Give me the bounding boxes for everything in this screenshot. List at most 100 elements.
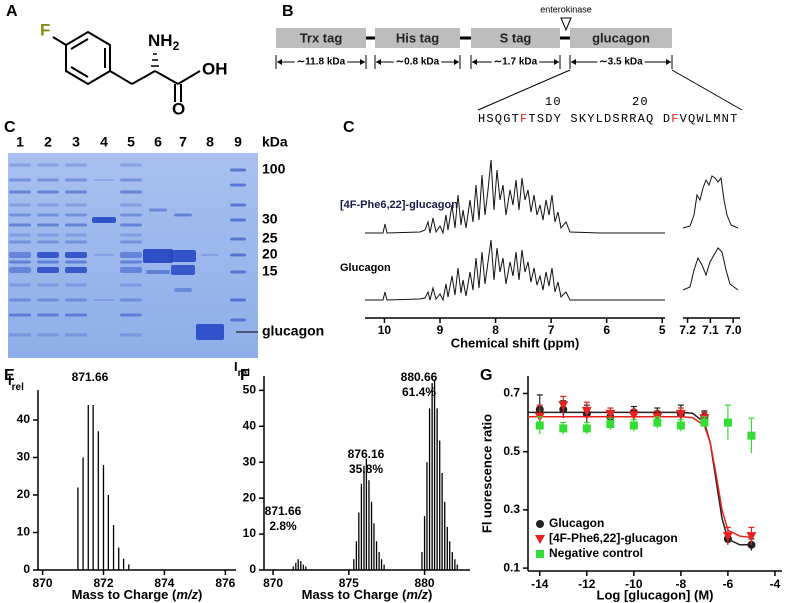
gel-band: [230, 203, 246, 207]
gel-band: [37, 223, 59, 227]
point: [535, 421, 544, 430]
gel-band: [37, 313, 59, 317]
gel-band: [94, 299, 114, 301]
gel-band: [120, 298, 142, 302]
gel-band: [230, 253, 246, 257]
atom-label: O: [172, 99, 185, 118]
legend-label: [4F-Phe6,22]-glucagon: [549, 531, 678, 545]
point: [676, 421, 685, 430]
tag-box: [570, 28, 672, 48]
lane-label: 3: [72, 134, 80, 150]
peak-annotation: 61.4%: [402, 385, 436, 399]
y-tick-label: 0: [249, 562, 256, 576]
x-tick-label: -12: [578, 577, 596, 591]
gel-product: glucagon: [262, 323, 324, 339]
x-tick-label: 872: [93, 576, 113, 590]
legend-marker: [536, 550, 544, 558]
x-tick-label: -10: [625, 577, 643, 591]
atom-label: F: [40, 20, 50, 39]
size-label: ∼0.8 kDa: [396, 57, 440, 68]
gel-band: [37, 283, 59, 287]
y-axis-label-part: I: [8, 373, 12, 388]
x-tick-label: 876: [215, 576, 235, 590]
y-tick-label: 30: [243, 454, 257, 468]
gel-band: [92, 217, 116, 223]
gel-band: [37, 163, 59, 167]
panel-label: A: [6, 3, 18, 20]
gel-band: [120, 178, 142, 182]
gel-band: [9, 298, 31, 302]
sequence-part: F: [671, 112, 679, 126]
tag-label: His tag: [396, 30, 439, 45]
gel-band: [37, 333, 59, 337]
atom-subscript: 2: [173, 39, 180, 53]
point: [559, 424, 568, 433]
gel-band: [174, 288, 192, 292]
arrow-head: [376, 59, 381, 65]
gel-band: [65, 163, 87, 167]
x-tick-label: 7: [548, 323, 555, 337]
tag-label: glucagon: [592, 30, 650, 45]
gel-band: [65, 178, 87, 182]
panel-label: B: [282, 3, 294, 20]
tag-label: Trx tag: [300, 30, 343, 45]
arrow-head: [360, 59, 365, 65]
tag-box: [276, 28, 366, 48]
sequence-number: 20: [632, 95, 649, 109]
sequence-part: HSQGT: [478, 112, 520, 126]
panel-label: F: [240, 367, 250, 384]
gel-band: [201, 254, 219, 256]
x-tick-label: 10: [378, 323, 392, 337]
arrow-head: [454, 59, 459, 65]
point: [746, 532, 757, 542]
gel-band: [120, 313, 142, 317]
arrow-head: [571, 59, 576, 65]
gel-band: [9, 203, 31, 207]
x-axis-label-part: Mass to Charge (: [72, 587, 177, 602]
point: [629, 421, 638, 430]
gel-band: [9, 213, 31, 217]
gel-band: [9, 283, 31, 287]
y-tick-label: 10: [243, 526, 257, 540]
x-tick-label: 880: [415, 576, 435, 590]
y-tick-label: 0.5: [503, 444, 520, 458]
lane-label: 6: [154, 134, 162, 150]
cleavage-marker: [560, 17, 572, 32]
arrow-head: [472, 59, 477, 65]
gel-band: [37, 267, 59, 273]
spectrum-label: Glucagon: [340, 262, 391, 274]
sequence: HSQGTFTSDY SKYLDSRRAQ DFVQWLMNT: [478, 112, 738, 126]
gel-band: [120, 267, 142, 273]
y-axis-label-part: I: [234, 359, 238, 374]
sequence-part: VQWLMNT: [680, 112, 739, 126]
gel-band: [65, 260, 87, 264]
panel-label: C: [4, 119, 16, 136]
marker-label: 15: [262, 263, 278, 279]
gel-band: [170, 250, 196, 262]
size-label: ∼1.7 kDa: [494, 57, 538, 68]
spectra: [365, 159, 739, 302]
peak-annotation: 871.66: [265, 504, 302, 518]
atom-label: NH2: [148, 31, 180, 53]
gel-band: [230, 298, 246, 302]
gel-band: [65, 298, 87, 302]
gel-band: [9, 223, 31, 227]
lane-label: 2: [44, 134, 52, 150]
gel-band: [230, 218, 246, 222]
gel-band: [65, 333, 87, 337]
gel-band: [120, 252, 142, 258]
gel-band: [9, 252, 31, 258]
y-tick-label: 40: [243, 418, 257, 432]
point: [653, 418, 662, 427]
x-tick-label: 875: [339, 576, 359, 590]
gel-band: [120, 213, 142, 217]
x-tick-label: 6: [603, 323, 610, 337]
legend-label: Glucagon: [549, 516, 604, 530]
spectrum-label: [4F-Phe6,22]-glucagon: [340, 199, 458, 211]
gel-band: [120, 283, 142, 287]
lane-label: 8: [206, 134, 214, 150]
peak-annotation: 880.66: [401, 370, 438, 384]
x-tick-label: 5: [659, 323, 666, 337]
gel-band: [37, 178, 59, 182]
